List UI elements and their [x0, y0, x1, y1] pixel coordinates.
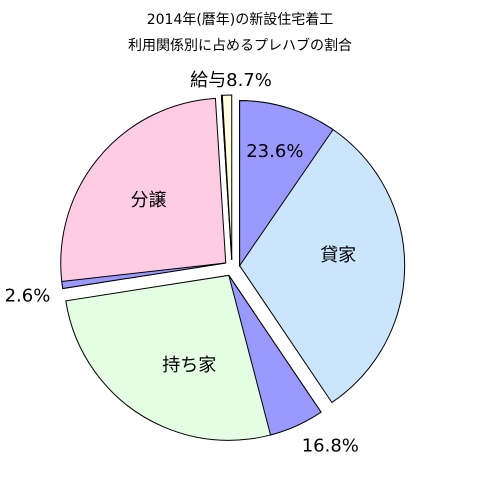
prefab-label: 2.6% [5, 286, 51, 307]
prefab-slice [220, 94, 233, 261]
pie-slice [60, 97, 227, 290]
prefab-label: 16.8% [302, 436, 359, 457]
prefab-label: 23.6% [246, 141, 303, 162]
category-label: 給与 [190, 70, 226, 91]
category-label: 持ち家 [162, 355, 216, 376]
category-label: 分譲 [131, 190, 167, 211]
prefab-slice [239, 100, 334, 268]
chart-title: 2014年(暦年)の新設住宅着工 [147, 12, 334, 28]
prefab-slice [61, 262, 226, 290]
prefab-label: 8.7% [226, 70, 272, 91]
chart-subtitle: 利用関係別に占めるプレハブの割合 [128, 37, 352, 54]
prefab-slice [228, 275, 322, 436]
category-label: 貸家 [320, 245, 356, 266]
